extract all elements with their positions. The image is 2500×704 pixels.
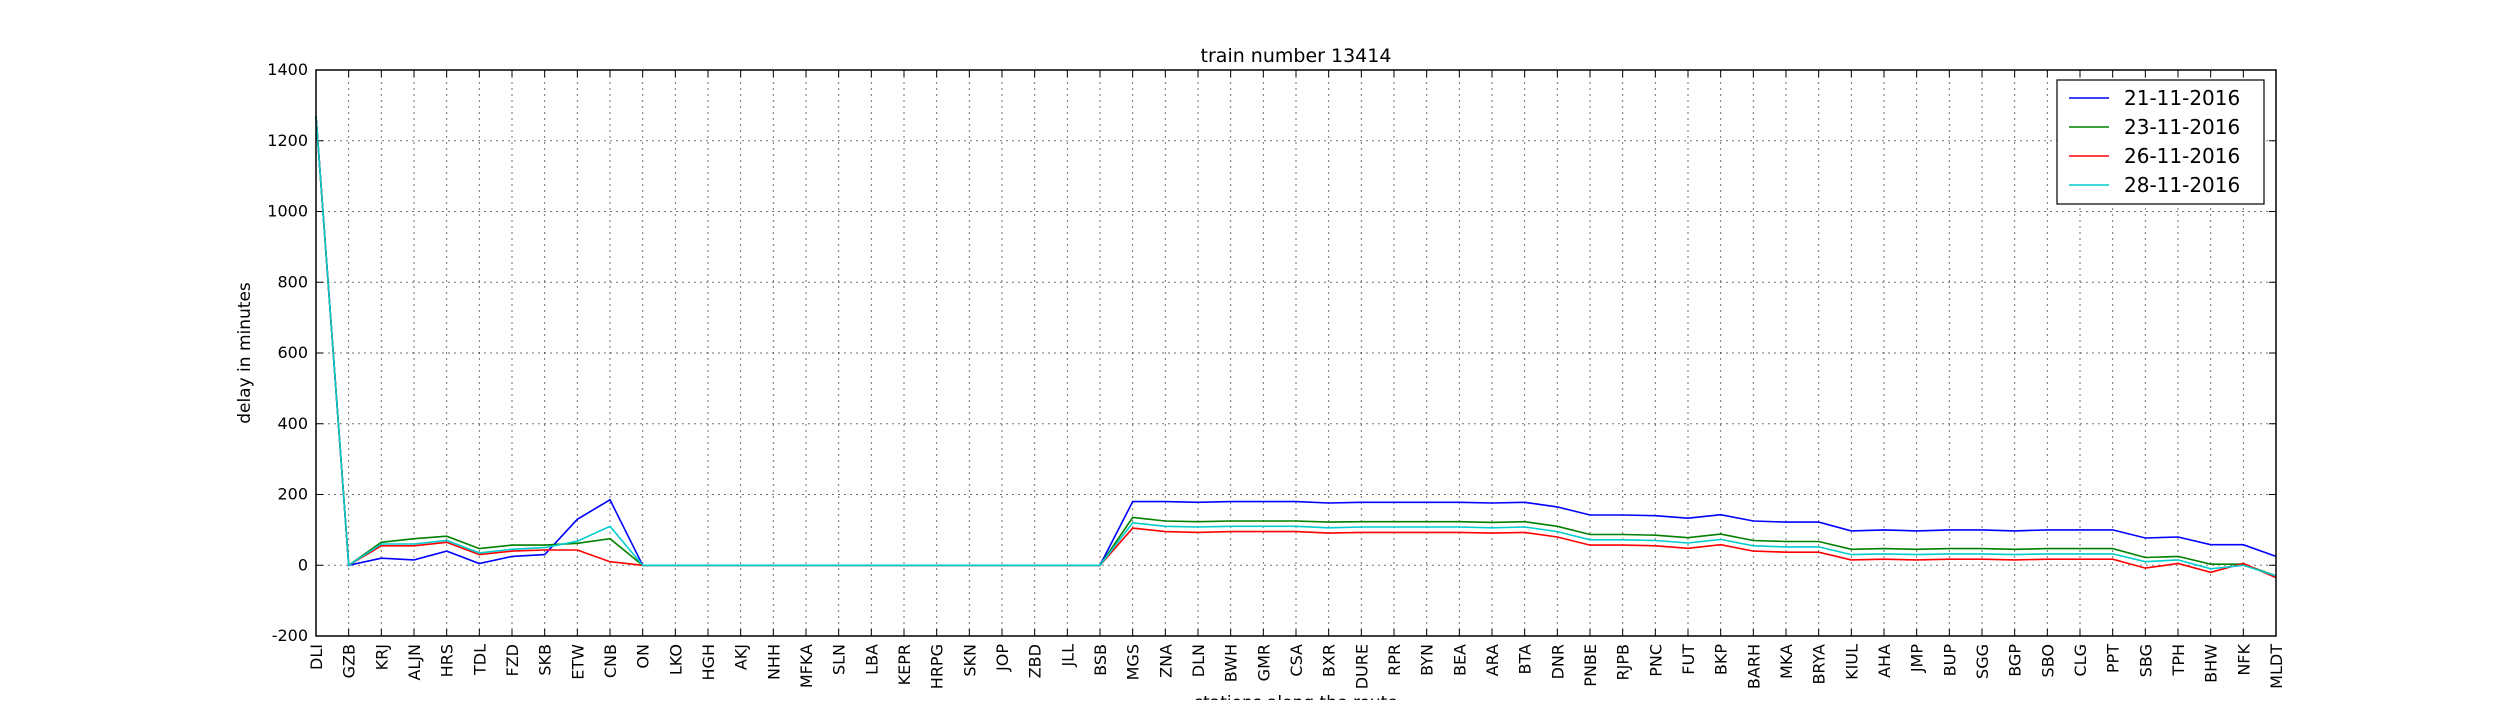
x-tick-label: CNB: [601, 644, 620, 678]
x-tick-label: FUT: [1679, 644, 1698, 675]
x-tick-label: DLN: [1189, 644, 1208, 677]
x-tick-label: ALJN: [405, 644, 424, 681]
x-tick-label: BKP: [1712, 644, 1731, 675]
x-tick-label: ETW: [568, 644, 587, 680]
x-tick-label: HRPG: [928, 644, 947, 689]
x-tick-label: PNBE: [1581, 644, 1600, 687]
series-group: [315, 115, 2277, 579]
x-tick-label: BHW: [2202, 644, 2221, 683]
x-tick-label: GZB: [340, 644, 359, 678]
x-tick-label: TPH: [2169, 644, 2188, 676]
legend-label: 26-11-2016: [2124, 144, 2240, 168]
x-tick-label: GMR: [1254, 644, 1273, 681]
y-tick-label: 1200: [267, 131, 308, 150]
x-tick-label: BWH: [1222, 644, 1241, 682]
y-tick-label: 0: [298, 555, 308, 574]
x-tick-label: NFK: [2234, 644, 2253, 676]
x-tick-label: TDL: [470, 644, 489, 676]
legend: 21-11-2016 23-11-2016 26-11-2016 28-11-2016: [2056, 79, 2265, 205]
x-tick-label: SBG: [2136, 644, 2155, 677]
x-tick-label: DLI: [307, 644, 326, 670]
legend-box: [2056, 79, 2265, 205]
x-tick-label: HGH: [699, 644, 718, 680]
x-tick-label: CSA: [1287, 644, 1306, 677]
x-tick-label: RPR: [1385, 644, 1404, 676]
y-tick-label: 200: [277, 485, 308, 504]
x-tick-label: BARH: [1744, 644, 1763, 689]
x-tick-label: BYN: [1418, 644, 1437, 676]
x-tick-label: SKN: [960, 644, 979, 677]
x-tick-label: SLN: [830, 644, 849, 675]
x-axis-label: stations along the route: [1194, 693, 1398, 700]
legend-label: 28-11-2016: [2124, 173, 2240, 197]
x-tick-label: ZBD: [1026, 644, 1045, 678]
x-tick-label: LKO: [666, 644, 685, 675]
y-tick-label: 400: [277, 414, 308, 433]
x-tick-label: MFKA: [797, 644, 816, 688]
x-tick-label: LBA: [862, 644, 881, 675]
x-tick-label: ON: [634, 644, 653, 669]
x-tick-label: CLG: [2071, 644, 2090, 676]
x-tick-label: KRJ: [372, 644, 391, 670]
x-tick-label: KEPR: [895, 644, 914, 685]
chart-title: train number 13414: [1201, 45, 1392, 67]
x-tick-label: AKJ: [732, 644, 751, 670]
x-tick-label: ARA: [1483, 644, 1502, 676]
legend-label: 21-11-2016: [2124, 86, 2240, 110]
x-tick-label: SKB: [536, 644, 555, 676]
series-line-28-11-2016: [315, 115, 2277, 577]
y-tick-label: 800: [277, 272, 308, 291]
x-tick-label: NHH: [764, 644, 783, 680]
x-tick-label: KIUL: [1842, 644, 1861, 680]
x-tick-label: FZD: [503, 644, 522, 676]
y-tick-label: 1400: [267, 60, 308, 79]
y-tick-label: 600: [277, 343, 308, 362]
x-tick-label: BSB: [1091, 644, 1110, 676]
y-tick-label: -200: [272, 626, 308, 645]
x-tick-label: BTA: [1516, 644, 1535, 675]
x-tick-label: JMP: [1908, 644, 1927, 674]
x-tick-label: ZNA: [1156, 644, 1175, 678]
x-tick-label: BGP: [2006, 644, 2025, 677]
x-tick-label: BUP: [1940, 644, 1959, 677]
grid-lines: [315, 69, 2277, 637]
x-tick-label: DNR: [1548, 644, 1567, 679]
legend-label: 23-11-2016: [2124, 115, 2240, 139]
x-tick-label: BRYA: [1810, 644, 1829, 685]
x-tick-label: MLDT: [2267, 644, 2286, 689]
x-tick-label: SGG: [1973, 644, 1992, 679]
x-tick-label: PNC: [1646, 644, 1665, 677]
x-tick-label: JOP: [993, 644, 1012, 672]
x-tick-label: DURE: [1352, 644, 1371, 689]
x-tick-label: RJPB: [1614, 644, 1633, 680]
x-tick-label: JLL: [1058, 644, 1077, 668]
y-tick-label: 1000: [267, 202, 308, 221]
x-tick-label: MGS: [1124, 644, 1143, 680]
x-tick-label: BXR: [1320, 644, 1339, 677]
x-tick-label: PPT: [2104, 644, 2123, 673]
x-tick-label: AHA: [1875, 644, 1894, 678]
y-axis-label: delay in minutes: [235, 282, 255, 424]
x-tick-label: HRS: [438, 644, 457, 677]
x-tick-label: SBO: [2038, 644, 2057, 677]
plot-frame: [315, 69, 2277, 637]
x-tick-label: MKA: [1777, 644, 1796, 679]
x-tick-label: BEA: [1450, 644, 1469, 676]
